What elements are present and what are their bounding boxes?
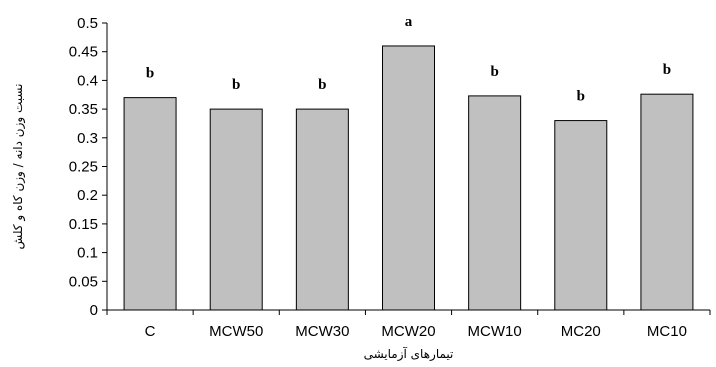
bar-c — [123, 97, 177, 311]
bar-mc20 — [554, 120, 608, 311]
significance-letter: a — [405, 14, 413, 30]
x-tick-label: MCW20 — [381, 323, 435, 340]
y-tick-label: 0 — [90, 302, 98, 319]
y-tick-label: 0.05 — [69, 273, 98, 290]
y-tick-label: 0.15 — [69, 216, 98, 233]
y-tick-label: 0.5 — [77, 15, 98, 32]
significance-letter: b — [663, 62, 671, 78]
significance-letter: b — [232, 77, 240, 93]
bars — [123, 45, 694, 311]
bar-mcw30 — [295, 108, 349, 311]
x-tick-label: MC20 — [561, 323, 601, 340]
bar-mcw20 — [382, 45, 435, 311]
y-tick-label: 0.25 — [69, 159, 98, 176]
bar-mcw50 — [209, 108, 263, 311]
significance-letter: b — [490, 64, 498, 80]
significance-letter: b — [577, 89, 585, 105]
y-tick-label: 0.3 — [77, 130, 98, 147]
x-tick-label: MCW50 — [209, 323, 263, 340]
y-tick-label: 0.1 — [77, 245, 98, 262]
y-tick-label: 0.45 — [69, 44, 98, 61]
x-tick-label: MC10 — [647, 323, 687, 340]
y-axis-title: نسبت وزن دانه / وزن کاه و کلش — [11, 84, 26, 250]
significance-letters: b b b a b b b — [146, 14, 671, 105]
y-tick-label: 0.35 — [69, 101, 98, 118]
y-tick-label: 0.2 — [77, 187, 98, 204]
y-tick-label: 0.4 — [77, 72, 98, 89]
x-tick-label: MCW10 — [468, 323, 522, 340]
bar-mc10 — [640, 93, 694, 311]
x-axis-tick-labels: C MCW50 MCW30 MCW20 MCW10 MC20 MC10 — [145, 323, 687, 340]
y-axis-ticks: 0 0.05 0.1 0.15 0.2 0.25 0.3 0.35 0.4 0.45 0.5 — [69, 15, 711, 319]
x-tick-label: C — [145, 323, 156, 340]
x-axis-title: تیمارهای آزمایشی — [364, 346, 454, 362]
bar-mcw10 — [468, 95, 522, 311]
significance-letter: b — [318, 77, 326, 93]
significance-letter: b — [146, 66, 154, 82]
x-tick-label: MCW30 — [295, 323, 349, 340]
